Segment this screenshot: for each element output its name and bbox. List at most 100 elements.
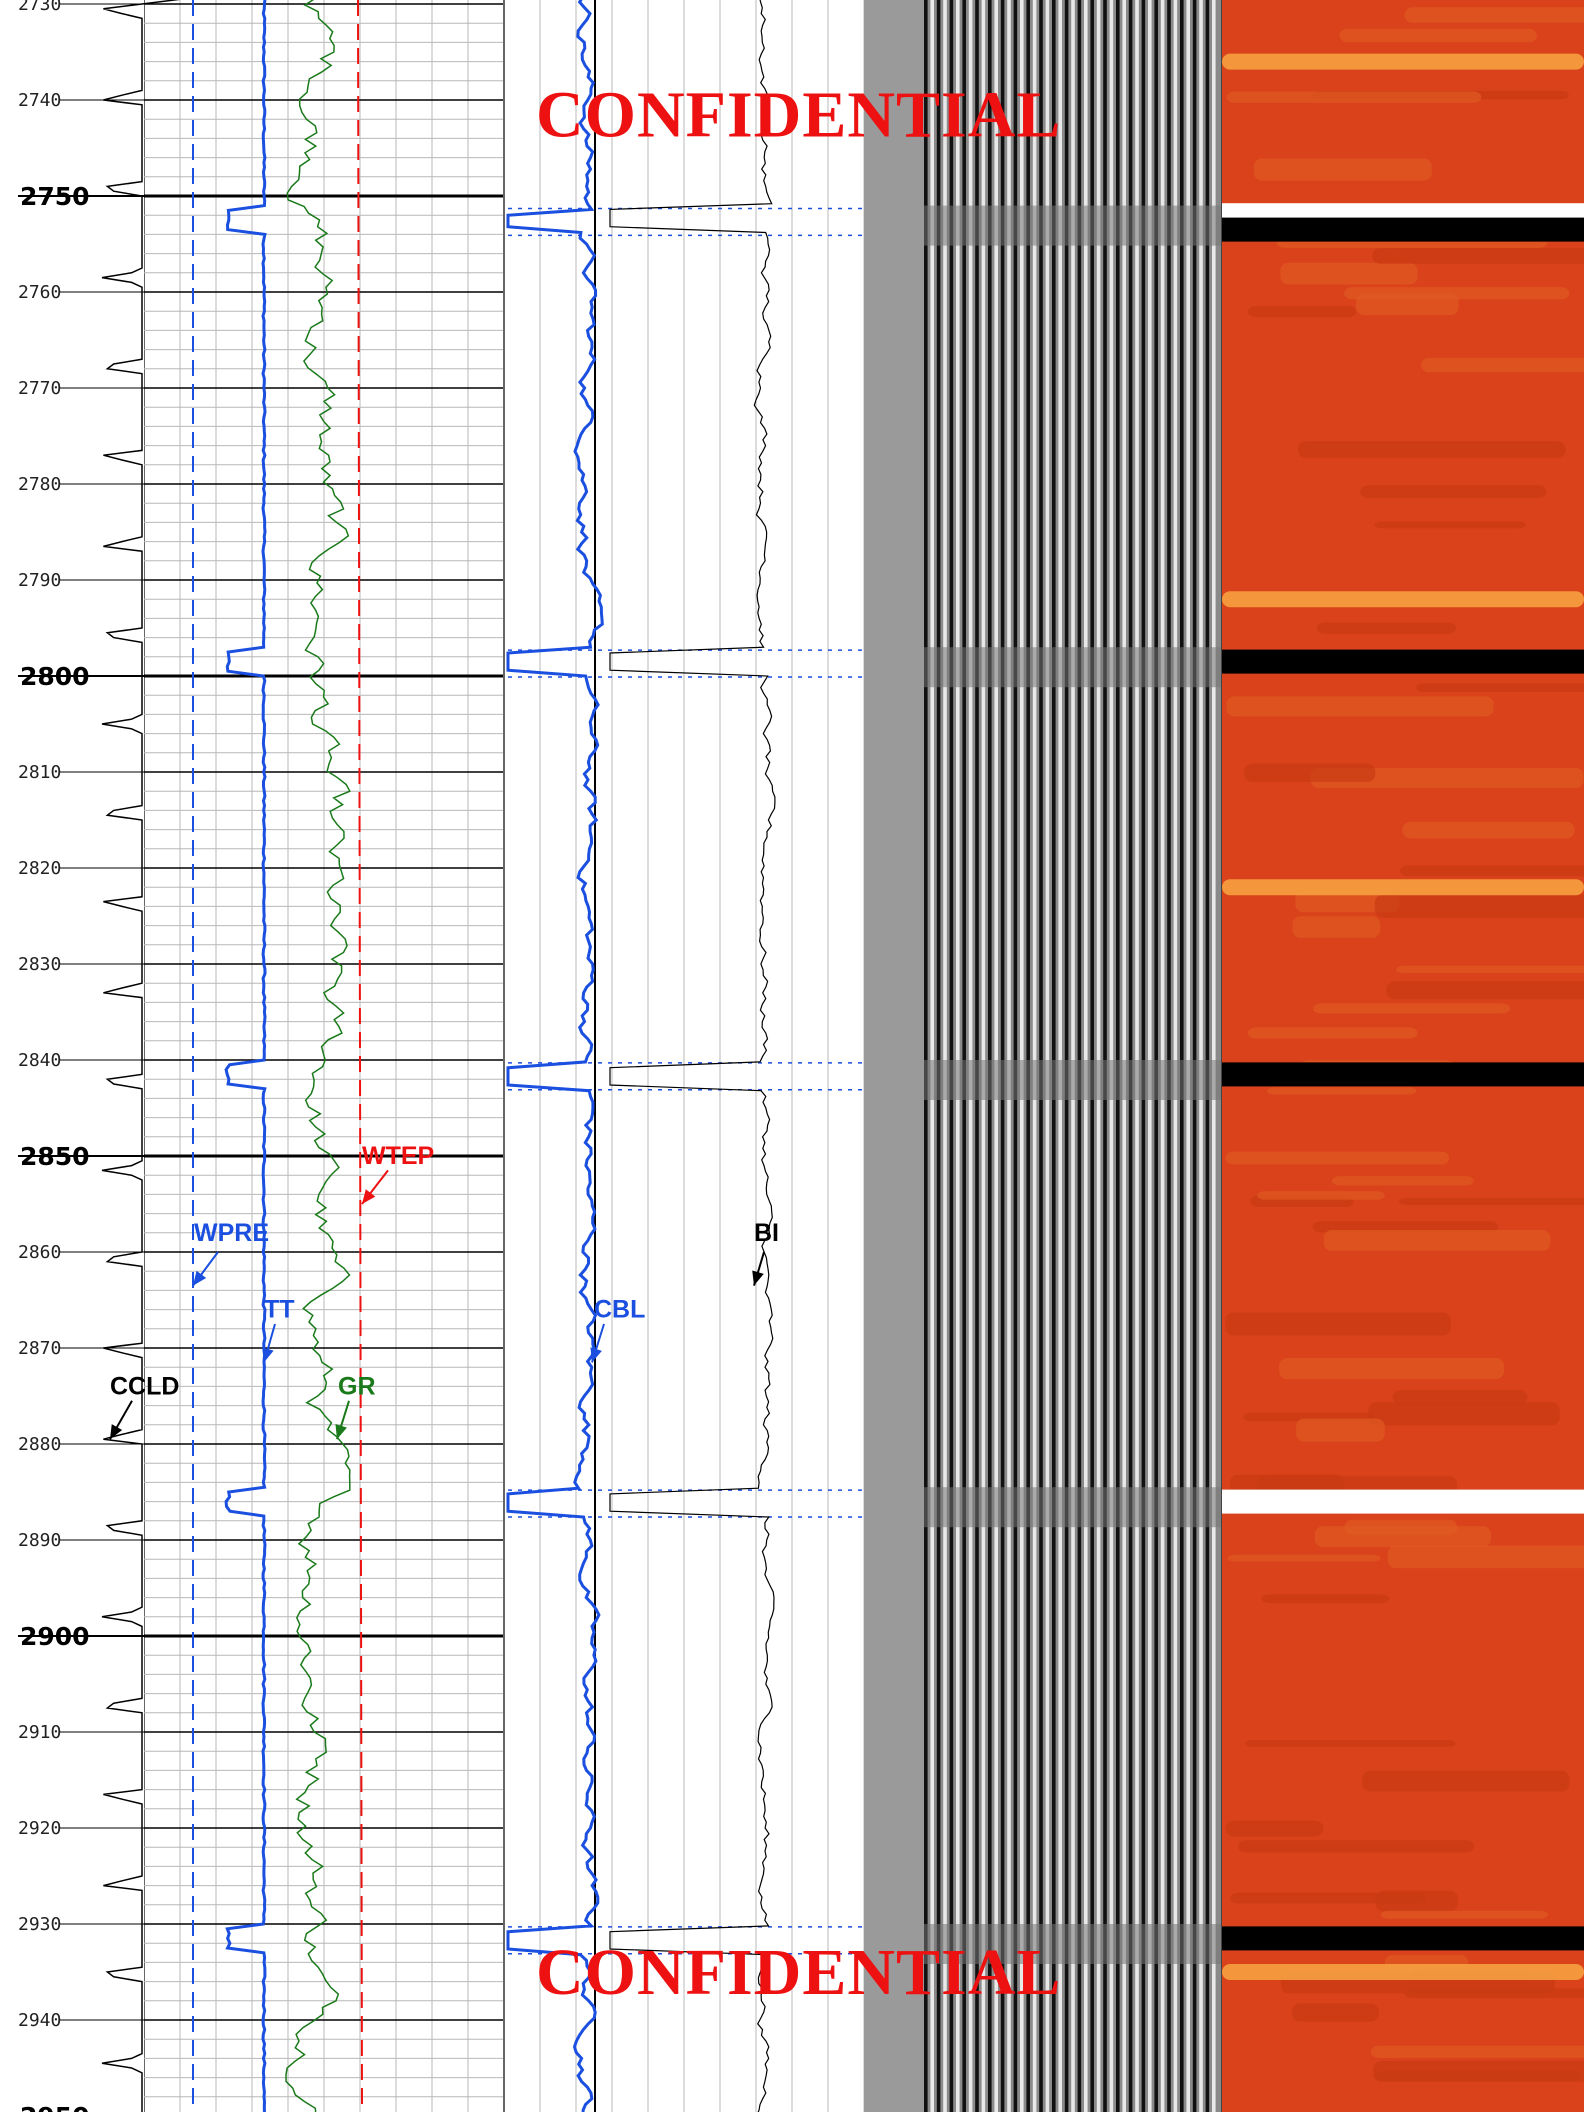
vdl-wave-band	[1116, 0, 1120, 2112]
vdl-wave-band	[1160, 0, 1165, 2112]
depth-label: 2930	[18, 1914, 61, 1935]
vdl-wave-band	[1077, 0, 1082, 2112]
vdl-collar-noise	[924, 647, 1222, 688]
map-blotch	[1313, 1003, 1511, 1014]
depth-label: 2940	[18, 2010, 61, 2031]
map-blotch	[1400, 865, 1584, 877]
vdl-wave-band	[1212, 0, 1216, 2112]
track-2-grid	[503, 0, 865, 2112]
wpre-label: WPRE	[194, 1219, 269, 1247]
map-blotch	[1386, 981, 1584, 1000]
depth-label: 2830	[18, 954, 61, 975]
map-blotch	[1312, 1221, 1499, 1233]
vdl-wave-band	[968, 0, 973, 2112]
map-blotch	[1295, 890, 1400, 913]
vdl-wave-band	[1135, 0, 1139, 2112]
vdl-wave-band	[1084, 0, 1088, 2112]
vdl-wave-band	[1148, 0, 1152, 2112]
vdl-wave-band	[1020, 0, 1024, 2112]
map-blotch	[1416, 683, 1584, 693]
vdl-wave-band	[1039, 0, 1043, 2112]
vdl-wave-band	[949, 0, 954, 2112]
vdl-wave-band	[943, 0, 947, 2112]
depth-background	[0, 0, 144, 2112]
vdl-wave-band	[1173, 0, 1178, 2112]
vdl-wave-band	[1090, 0, 1094, 2112]
vdl-collar-noise	[924, 1060, 1222, 1100]
vdl-wave-band	[1109, 0, 1114, 2112]
map-blotch	[1404, 1988, 1584, 1998]
vdl-collar-noise	[924, 205, 1222, 246]
vdl-wave-band	[988, 0, 992, 2112]
vdl-wave-band	[1167, 0, 1171, 2112]
map-blotch	[1339, 28, 1537, 43]
vdl-wave-band	[1052, 0, 1056, 2112]
vdl-wave-band	[930, 0, 934, 2112]
vdl-wave-band	[1064, 0, 1069, 2112]
map-blotch	[1279, 1357, 1505, 1380]
wtep-label: WTEP	[362, 1142, 434, 1170]
vdl-wave-band	[1199, 0, 1203, 2112]
tt-arrow-head	[262, 1347, 274, 1363]
gr-label: GR	[338, 1372, 376, 1400]
cement-map-track	[1222, 0, 1584, 2112]
cbl-arrow-head	[590, 1347, 602, 1363]
map-blotch	[1362, 1770, 1570, 1792]
map-blotch	[1247, 306, 1357, 318]
vdl-wave-band	[1192, 0, 1197, 2112]
vdl-wave-band	[1186, 0, 1190, 2112]
map-blotch	[1296, 1418, 1385, 1442]
vdl-wave-band	[1026, 0, 1030, 2112]
map-blotch	[1297, 441, 1566, 458]
map-blotch	[1238, 1840, 1475, 1853]
ccld-curve	[101, 0, 181, 2112]
vdl-wave-band	[1058, 0, 1062, 2112]
depth-label: 2870	[18, 1338, 61, 1359]
map-blotch	[1404, 7, 1584, 23]
map-blotch	[1344, 287, 1570, 300]
map-collar-band	[1222, 217, 1584, 242]
vdl-wave-band	[1096, 0, 1101, 2112]
map-blotch	[1266, 1087, 1417, 1095]
map-blotch	[1373, 2060, 1584, 2082]
map-blotch	[1380, 1910, 1548, 1919]
depth-label: 2890	[18, 1530, 61, 1551]
map-blotch	[1368, 1402, 1560, 1426]
map-blotch	[1291, 2003, 1379, 2022]
ccld-arrow-head	[110, 1424, 123, 1440]
vdl-wave-band	[994, 0, 998, 2112]
map-blotch	[1225, 1151, 1450, 1165]
vdl-wave-band	[1122, 0, 1126, 2112]
vdl-wave-band	[1007, 0, 1011, 2112]
depth-label: 2810	[18, 762, 61, 783]
depth-label: 2860	[18, 1242, 61, 1263]
confidential-text: CONFIDENTIAL	[536, 78, 1061, 151]
map-blotch	[1280, 262, 1418, 285]
vdl-wave-band	[962, 0, 966, 2112]
map-blotch	[1292, 916, 1381, 938]
map-collar-band	[1222, 1489, 1584, 1514]
map-blotch	[1261, 1594, 1390, 1604]
map-highlight	[1222, 879, 1584, 896]
map-blotch	[1372, 248, 1584, 264]
map-blotch	[1227, 1554, 1381, 1562]
map-collar-band	[1222, 1062, 1584, 1087]
vdl-wave-band	[1071, 0, 1075, 2112]
depth-label: 2840	[18, 1050, 61, 1071]
vdl-wave-band	[981, 0, 986, 2112]
map-blotch	[1225, 1820, 1324, 1837]
depth-label: 2780	[18, 474, 61, 495]
map-blotch	[1374, 894, 1584, 918]
map-blotch	[1253, 158, 1432, 181]
curve-labels: WTEP WPRE TT CBL BI GR CCLD	[109, 1142, 779, 1440]
wtep-arrow-head	[362, 1189, 376, 1204]
depth-label: 2730	[18, 0, 61, 15]
vdl-wave-band	[1013, 0, 1018, 2112]
map-collar-band	[1222, 649, 1584, 674]
map-blotch	[1387, 1545, 1584, 1569]
vdl-wave-band	[956, 0, 960, 2112]
vdl-wave-band	[1103, 0, 1107, 2112]
map-highlight	[1222, 591, 1584, 608]
tt-curve	[224, 0, 267, 2112]
